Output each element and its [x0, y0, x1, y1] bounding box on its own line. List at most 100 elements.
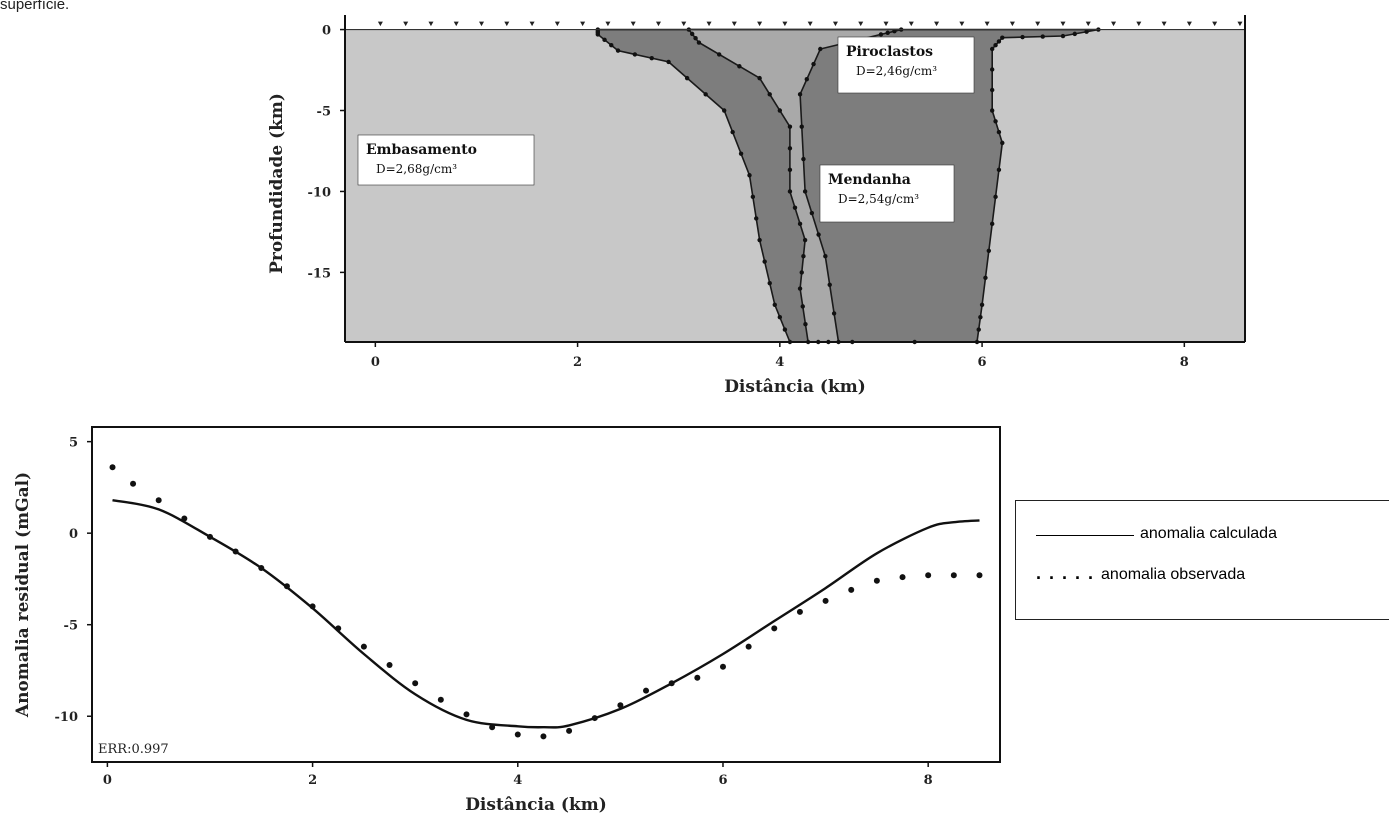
y-tick-label: -10 — [308, 185, 332, 200]
x-axis-title: Distância (km) — [465, 795, 607, 815]
observed-anomaly-point — [745, 643, 752, 650]
station-marker — [630, 21, 636, 27]
station-marker — [757, 21, 763, 27]
pyroclast-node — [797, 286, 803, 291]
embasamento-name: Embasamento — [366, 142, 477, 158]
observed-anomaly-point — [976, 572, 983, 579]
mendanha-node — [602, 37, 607, 43]
piroclastos-name: Piroclastos — [846, 44, 933, 60]
station-marker — [529, 21, 535, 27]
mendanha-node — [750, 194, 756, 200]
station-marker — [428, 21, 434, 27]
station-marker — [453, 21, 459, 27]
pyroclast-node — [689, 31, 695, 37]
x-tick-label: 8 — [1180, 355, 1189, 370]
station-marker — [934, 21, 940, 27]
x-tick-label: 6 — [718, 773, 727, 788]
pyroclast-node — [811, 61, 816, 67]
station-marker — [858, 21, 864, 27]
mendanha-node — [976, 327, 981, 332]
observed-anomaly-point — [796, 608, 803, 615]
observed-anomaly-point — [206, 533, 213, 540]
pyroclast-node — [804, 77, 809, 82]
x-tick-label: 8 — [924, 773, 933, 788]
calculated-anomaly-line — [112, 499, 980, 729]
observed-anomaly-point — [694, 674, 701, 681]
station-marker — [782, 21, 788, 27]
observed-anomaly-point — [848, 586, 855, 593]
observed-anomaly-point — [617, 702, 624, 709]
legend-item-observed: .....anomalia observada — [1036, 563, 1245, 584]
mendanha-node — [989, 67, 995, 72]
station-marker — [832, 21, 838, 27]
mendanha-name: Mendanha — [828, 172, 911, 188]
embasamento-label-box — [357, 134, 535, 186]
observed-anomaly-point — [109, 464, 116, 471]
mendanha-node — [1000, 35, 1005, 40]
mendanha-node — [993, 43, 998, 48]
observed-anomaly-point — [591, 715, 598, 722]
pyroclast-node — [797, 221, 803, 227]
observed-anomaly-point — [309, 603, 316, 610]
observed-anomaly-point — [258, 564, 265, 571]
pyroclast-node — [693, 36, 698, 41]
pyroclast-node — [777, 108, 783, 113]
observed-anomaly-point — [540, 733, 547, 740]
mendanha-node — [757, 237, 762, 243]
pyroclast-node — [792, 205, 798, 210]
mendanha-node — [1060, 33, 1066, 39]
mendanha-node — [666, 59, 671, 65]
pyroclast-node — [787, 189, 793, 194]
x-axis-title: Distância (km) — [724, 377, 866, 397]
y-tick-label: 0 — [322, 24, 331, 39]
mendanha-node — [777, 314, 783, 320]
x-tick-label: 6 — [978, 355, 987, 370]
y-axis-title: Profundidade (km) — [267, 93, 287, 274]
mendanha-node — [989, 108, 995, 113]
legend-item-calculated: anomalia calculada — [1036, 525, 1277, 543]
mendanha-node — [978, 314, 983, 320]
station-marker — [1136, 21, 1142, 27]
mendanha-node — [762, 259, 767, 264]
pyroclast-node — [809, 210, 815, 216]
station-marker — [504, 21, 510, 27]
station-marker — [403, 21, 409, 27]
mendanha-node — [730, 129, 735, 135]
observed-anomaly-point — [873, 577, 880, 584]
observed-anomaly-point — [643, 687, 650, 694]
y-tick-label: 0 — [69, 527, 78, 542]
y-axis-title: Anomalia residual (mGal) — [13, 472, 33, 718]
pyroclast-node — [799, 270, 804, 275]
legend-box: anomalia calculada .....anomalia observa… — [1015, 500, 1389, 620]
x-tick-label: 4 — [775, 355, 784, 370]
observed-anomaly-point — [335, 625, 342, 632]
observed-anomaly-point — [719, 663, 726, 670]
piroclastos-density: D=2,46g/cm³ — [856, 64, 937, 78]
station-marker — [984, 21, 990, 27]
caption-fragment: superfície. — [0, 0, 70, 13]
y-tick-label: 5 — [69, 436, 78, 451]
mendanha-node — [684, 75, 690, 81]
mendanha-node — [996, 129, 1002, 135]
mendanha-node — [1084, 29, 1089, 34]
station-marker — [605, 21, 611, 27]
observed-anomaly-point — [130, 480, 137, 487]
mendanha-node — [738, 151, 744, 156]
mendanha-node — [1072, 31, 1077, 37]
observed-anomaly-point — [899, 574, 906, 581]
pyroclast-node — [827, 282, 832, 288]
mendanha-node — [747, 173, 752, 178]
mendanha-node — [989, 221, 995, 227]
pyroclast-node — [802, 237, 808, 243]
station-marker — [1212, 21, 1218, 27]
station-marker — [1060, 21, 1066, 27]
pyroclast-node — [801, 254, 806, 259]
mendanha-node — [1040, 34, 1045, 39]
legend-label-observed: anomalia observada — [1101, 566, 1246, 583]
mendanha-node — [754, 216, 759, 221]
observed-anomaly-point — [437, 696, 444, 703]
pyroclast-node — [797, 92, 803, 97]
mendanha-node — [782, 327, 788, 332]
station-marker — [479, 21, 485, 27]
